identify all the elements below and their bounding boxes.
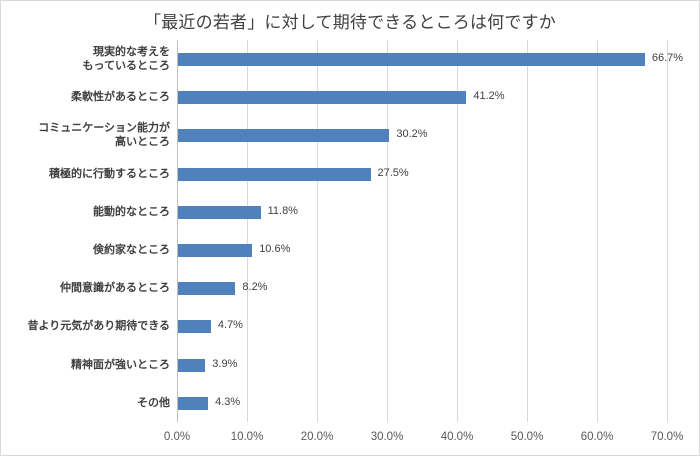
bar	[178, 358, 206, 372]
x-tick-label: 60.0%	[580, 431, 614, 443]
gridline	[317, 40, 318, 422]
bar-row: 10.6%	[177, 231, 667, 269]
gridline	[527, 40, 528, 422]
bar	[178, 396, 209, 410]
bar	[178, 53, 645, 66]
y-axis-line	[177, 40, 178, 422]
gridline	[457, 40, 458, 422]
bar	[178, 244, 253, 257]
plot-area: 66.7% 41.2% 30.2% 27.5% 11.8% 10.6% 8.2% 4.7% 3.…	[177, 40, 683, 422]
category-label: 仲間意識があるところ	[60, 281, 170, 295]
bar	[178, 129, 390, 143]
data-label: 41.2%	[473, 90, 505, 103]
category-label: その他	[137, 395, 170, 409]
data-label: 10.6%	[259, 243, 291, 255]
bar-row: 41.2%	[177, 78, 667, 116]
x-tick-label: 50.0%	[510, 431, 544, 443]
x-tick-label: 20.0%	[300, 431, 334, 443]
data-label: 4.3%	[215, 395, 241, 408]
bar-row: 4.7%	[177, 307, 667, 345]
bar-row: 27.5%	[177, 155, 667, 193]
x-tick-label: 10.0%	[230, 431, 264, 443]
bar	[178, 167, 371, 181]
data-label: 27.5%	[377, 166, 409, 179]
gridline	[597, 40, 598, 422]
data-label: 11.8%	[267, 204, 298, 217]
bar-row: 8.2%	[177, 269, 667, 307]
category-label: 柔軟性があるところ	[71, 90, 170, 104]
data-label: 8.2%	[242, 281, 268, 294]
data-label: 30.2%	[396, 128, 428, 141]
data-label: 4.7%	[217, 319, 243, 332]
bar	[178, 205, 261, 219]
category-label: 精神面が強いところ	[71, 357, 170, 371]
chart-title: 「最近の若者」に対して期待できるところは何ですか	[144, 13, 556, 33]
category-label: 積極的に行動するところ	[49, 166, 170, 180]
data-label: 66.7%	[651, 52, 684, 64]
x-tick-label: 0.0%	[163, 431, 191, 443]
bar-row: 3.9%	[177, 346, 667, 384]
category-label: 昔より元気があり期待できる	[27, 319, 170, 333]
bar-row: 11.8%	[177, 193, 667, 231]
bar-row: 30.2%	[177, 116, 667, 154]
gridline	[387, 40, 388, 422]
category-label: コミュニケーション能力が 高いところ	[38, 121, 170, 149]
gridline	[247, 40, 248, 422]
category-label: 倹約家なところ	[93, 243, 170, 257]
gridline	[667, 40, 668, 422]
x-tick-label: 30.0%	[370, 431, 404, 443]
category-label: 能動的なところ	[93, 204, 170, 218]
x-tick-label: 70.0%	[650, 431, 684, 443]
bar-row: 66.7%	[177, 40, 683, 78]
category-label: 現実的な考えを もっているところ	[82, 45, 170, 73]
bar	[178, 91, 467, 105]
bar-row: 4.3%	[177, 384, 667, 422]
bar	[178, 282, 236, 296]
x-tick-label: 40.0%	[440, 431, 474, 443]
data-label: 3.9%	[212, 357, 238, 370]
bar	[178, 320, 211, 334]
